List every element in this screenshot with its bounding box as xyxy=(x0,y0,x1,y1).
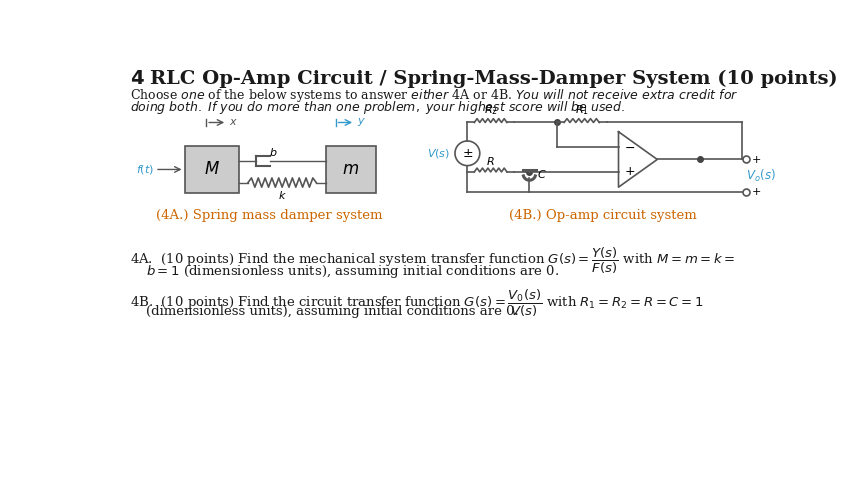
Text: $\mathit{doing\ both.}$ $\mathit{If\ you\ do\ more\ than\ one\ problem,\ your\ h: $\mathit{doing\ both.}$ $\mathit{If\ you… xyxy=(130,99,626,116)
Text: $\pm$: $\pm$ xyxy=(461,147,473,160)
Text: $R_1$: $R_1$ xyxy=(574,103,589,117)
Text: $V(s)$: $V(s)$ xyxy=(427,147,450,160)
Text: $R_2$: $R_2$ xyxy=(484,103,497,117)
Text: $M$: $M$ xyxy=(204,161,220,178)
Text: $m$: $m$ xyxy=(342,161,360,178)
Text: $-$: $-$ xyxy=(624,140,635,153)
Text: (4B.) Op-amp circuit system: (4B.) Op-amp circuit system xyxy=(509,209,697,222)
Text: $+$: $+$ xyxy=(751,154,761,165)
Text: RLC Op-Amp Circuit / Spring-Mass-Damper System (10 points): RLC Op-Amp Circuit / Spring-Mass-Damper … xyxy=(150,70,837,88)
Text: $V_o(s)$: $V_o(s)$ xyxy=(746,167,776,184)
Text: $+$: $+$ xyxy=(624,165,635,178)
Text: $x$: $x$ xyxy=(229,118,239,127)
Text: $R$: $R$ xyxy=(486,154,495,166)
Text: $b$: $b$ xyxy=(269,146,277,158)
Text: 4A.  (10 points) Find the mechanical system transfer function $G(s) = \dfrac{Y(s: 4A. (10 points) Find the mechanical syst… xyxy=(130,245,735,276)
Bar xyxy=(325,146,376,193)
Text: 4B.  (10 points) Find the circuit transfer function $G(s) = \dfrac{V_0(s)}{V(s)}: 4B. (10 points) Find the circuit transfe… xyxy=(130,288,704,319)
Bar xyxy=(185,146,239,193)
Text: $k$: $k$ xyxy=(277,189,287,201)
Text: Choose $\mathit{one}$ of the below systems to answer $\mathit{either}$ 4A or 4B.: Choose $\mathit{one}$ of the below syste… xyxy=(130,87,739,104)
Text: $C$: $C$ xyxy=(537,168,547,180)
Text: $+$: $+$ xyxy=(751,186,761,197)
Text: (4A.) Spring mass damper system: (4A.) Spring mass damper system xyxy=(157,209,383,222)
Text: $y$: $y$ xyxy=(357,117,366,128)
Text: $\mathbf{4}$: $\mathbf{4}$ xyxy=(130,70,145,88)
Text: $b = 1$ (dimensionless units), assuming initial conditions are 0.: $b = 1$ (dimensionless units), assuming … xyxy=(146,264,559,281)
Text: (dimensionless units), assuming initial conditions are 0.: (dimensionless units), assuming initial … xyxy=(146,305,519,318)
Text: $f(t)$: $f(t)$ xyxy=(136,163,154,176)
